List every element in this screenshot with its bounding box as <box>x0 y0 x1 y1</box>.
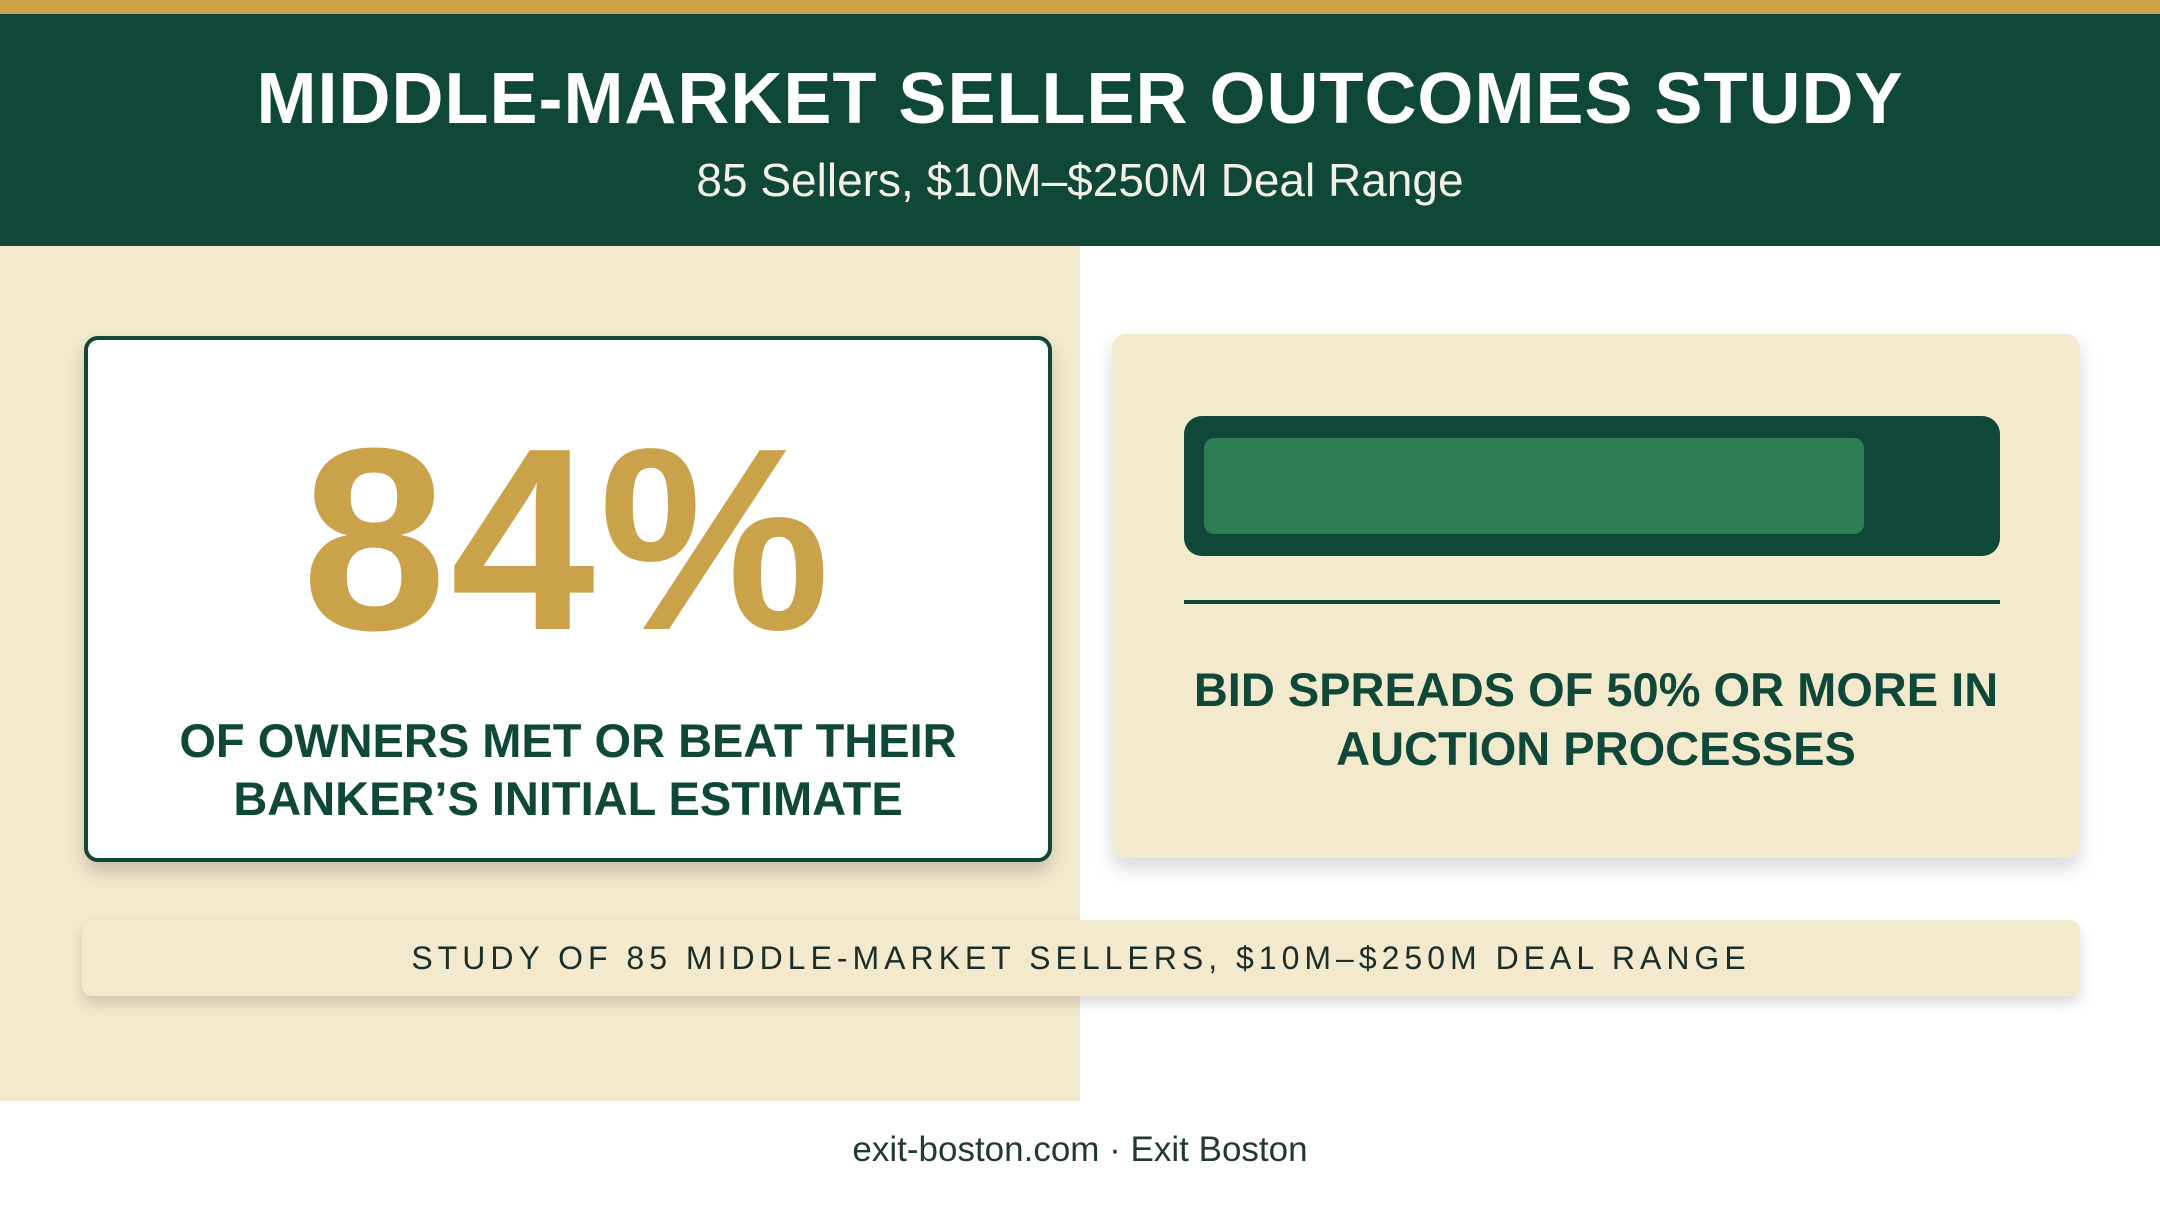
progress-bar-track <box>1184 416 2000 556</box>
page-subtitle: 85 Sellers, $10M–$250M Deal Range <box>696 154 1464 207</box>
stat-value: 84% <box>301 395 835 685</box>
top-accent-stripe <box>0 0 2160 14</box>
page-title: MIDDLE-MARKET SELLER OUTCOMES STUDY <box>256 59 1904 139</box>
bar-card: BID SPREADS OF 50% OR MORE IN AUCTION PR… <box>1112 334 2080 858</box>
divider <box>1184 600 2000 604</box>
stat-card: 84% OF OWNERS MET OR BEAT THEIR BANKER’S… <box>84 336 1052 862</box>
footer-credit: exit-boston.com · Exit Boston <box>852 1130 1308 1169</box>
header-banner: MIDDLE-MARKET SELLER OUTCOMES STUDY 85 S… <box>0 14 2160 246</box>
bar-caption: BID SPREADS OF 50% OR MORE IN AUCTION PR… <box>1193 663 1999 776</box>
study-footnote: STUDY OF 85 MIDDLE-MARKET SELLERS, $10M–… <box>82 920 2080 996</box>
stat-caption: OF OWNERS MET OR BEAT THEIR BANKER’S INI… <box>179 714 957 826</box>
progress-bar-fill <box>1204 438 1864 534</box>
